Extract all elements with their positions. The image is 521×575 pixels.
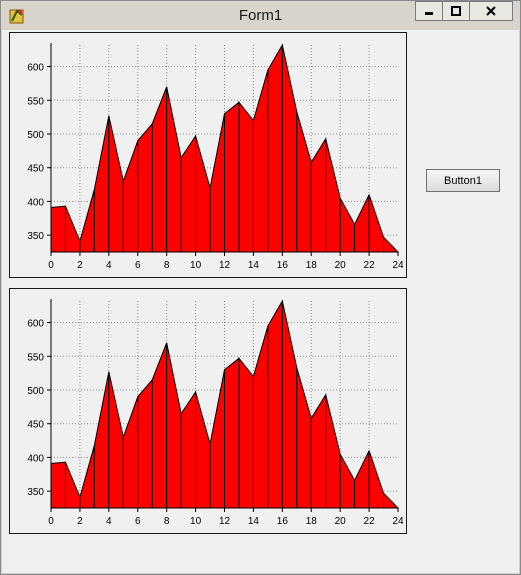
x-tick-label: 16 — [277, 516, 289, 527]
x-tick-label: 2 — [77, 516, 83, 527]
y-tick-label: 550 — [27, 352, 44, 363]
y-tick-label: 600 — [27, 63, 44, 74]
x-tick-label: 24 — [392, 516, 404, 527]
window-title: Form1 — [238, 7, 283, 24]
area-segment — [50, 461, 66, 509]
app-icon — [9, 9, 24, 24]
area-segment — [238, 356, 254, 509]
y-tick-label: 550 — [27, 96, 44, 107]
y-tick-label: 400 — [27, 197, 44, 208]
x-tick-label: 0 — [48, 516, 54, 527]
y-tick-label: 500 — [27, 386, 44, 397]
maximize-icon — [451, 6, 461, 16]
area-segment — [267, 299, 283, 509]
area-segment — [137, 122, 153, 253]
x-tick-label: 4 — [106, 260, 112, 271]
y-tick-label: 350 — [27, 231, 44, 242]
x-tick-label: 6 — [135, 260, 141, 271]
y-tick-label: 450 — [27, 164, 44, 175]
x-tick-label: 2 — [77, 260, 83, 271]
close-icon — [486, 6, 496, 16]
close-button[interactable] — [469, 1, 513, 21]
x-tick-label: 22 — [364, 260, 376, 271]
x-tick-label: 8 — [164, 516, 170, 527]
maximize-button[interactable] — [442, 1, 470, 21]
y-tick-label: 400 — [27, 453, 44, 464]
x-tick-label: 10 — [190, 260, 202, 271]
title-bar[interactable]: Form1 — [1, 1, 520, 30]
x-tick-label: 14 — [248, 516, 260, 527]
x-tick-label: 24 — [392, 260, 404, 271]
area-segment — [137, 378, 153, 509]
client-area: 0 2 4 6 8 10 12 14 16 18 20 22 24 350 400 450 500 550 600 … — [2, 30, 519, 573]
x-tick-label: 20 — [335, 516, 347, 527]
chart-panel-2: 0 2 4 6 8 10 12 14 16 18 20 22 24 350 400 450 500 550 600 — [9, 288, 407, 534]
area-segment — [224, 101, 240, 253]
x-tick-label: 6 — [135, 516, 141, 527]
x-tick-label: 8 — [164, 260, 170, 271]
area-segment — [267, 43, 283, 253]
x-tick-label: 10 — [190, 516, 202, 527]
area-segment — [50, 205, 66, 253]
x-tick-label: 12 — [219, 260, 231, 271]
y-tick-label: 450 — [27, 420, 44, 431]
x-tick-label: 22 — [364, 516, 376, 527]
y-tick-label: 350 — [27, 487, 44, 498]
x-tick-label: 16 — [277, 260, 289, 271]
y-tick-label: 500 — [27, 130, 44, 141]
x-tick-label: 12 — [219, 516, 231, 527]
button1[interactable]: Button1 — [426, 169, 500, 192]
chart-panel-1: 0 2 4 6 8 10 12 14 16 18 20 22 24 350 400 450 500 550 600 — [9, 32, 407, 278]
minimize-icon — [425, 12, 433, 15]
x-tick-label: 18 — [306, 516, 318, 527]
minimize-button[interactable] — [415, 1, 443, 21]
area-segment — [224, 357, 240, 509]
x-tick-label: 0 — [48, 260, 54, 271]
y-tick-label: 600 — [27, 319, 44, 330]
area-segment — [238, 100, 254, 253]
x-tick-label: 14 — [248, 260, 260, 271]
x-tick-label: 18 — [306, 260, 318, 271]
x-tick-label: 4 — [106, 516, 112, 527]
x-tick-label: 20 — [335, 260, 347, 271]
